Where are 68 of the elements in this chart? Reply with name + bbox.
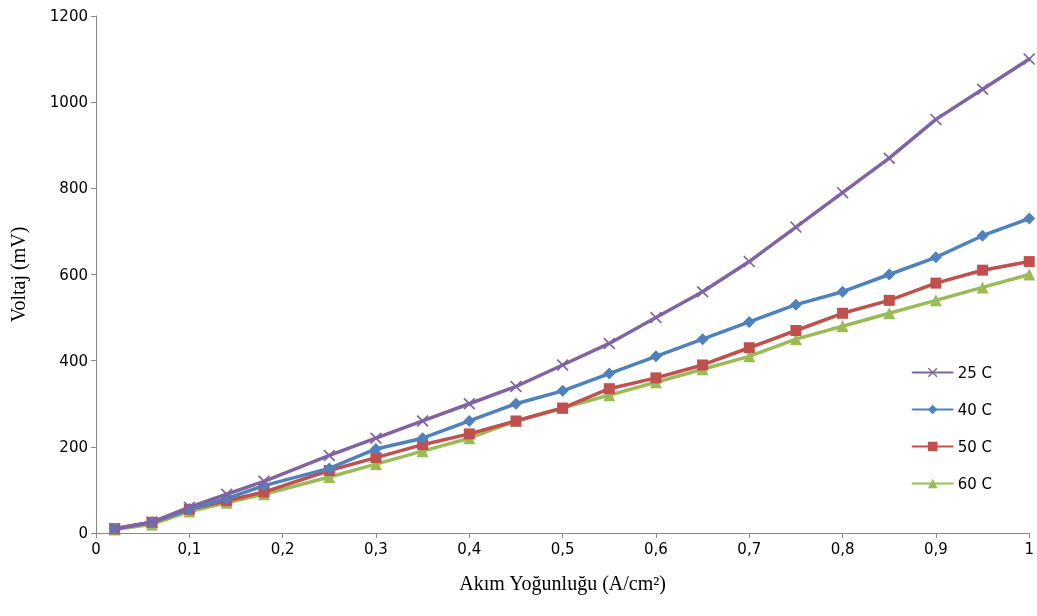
point (509, 397, 522, 410)
point (743, 342, 755, 354)
point (883, 307, 896, 320)
x-tick-label: 0,8 (830, 539, 855, 558)
point (883, 152, 896, 165)
point (929, 251, 942, 264)
point (603, 367, 616, 380)
point (836, 285, 849, 298)
point (836, 320, 849, 333)
legend-label: 25 C (957, 363, 993, 382)
x-tick-label: 0,2 (270, 539, 295, 558)
x-tick-label: 0,9 (923, 539, 948, 558)
legend-label: 40 C (957, 400, 993, 419)
y-tick-label: 200 (59, 437, 88, 456)
y-tick-label: 400 (59, 351, 88, 370)
point (1023, 212, 1036, 225)
x-axis-title: Akım Yoğunluğu (A/cm²) (459, 572, 666, 595)
point (370, 452, 382, 464)
point (696, 285, 709, 298)
point (1023, 53, 1036, 66)
point (650, 372, 662, 384)
y-axis-title: Voltaj (mV) (7, 226, 30, 323)
point (323, 449, 336, 462)
x-tick-label: 0,1 (177, 539, 202, 558)
x-tick-label: 0 (91, 539, 101, 558)
point (416, 432, 429, 445)
point (976, 281, 989, 294)
x-tick-label: 0,4 (457, 539, 482, 558)
point (789, 221, 802, 234)
point (603, 383, 615, 395)
point (976, 229, 989, 242)
point (743, 315, 756, 328)
point (789, 298, 802, 311)
point (930, 277, 942, 289)
legend-label: 60 C (957, 474, 993, 493)
x-tick-label: 0,3 (364, 539, 388, 558)
point (837, 307, 849, 319)
point (1023, 256, 1035, 268)
y-tick-label: 1200 (49, 7, 88, 25)
point (976, 83, 989, 96)
x-tick-label: 0,7 (737, 539, 762, 558)
x-tick-label: 0,6 (644, 539, 668, 558)
point (883, 268, 896, 281)
point (463, 428, 475, 440)
point (836, 186, 849, 199)
point (603, 337, 616, 350)
point (369, 432, 382, 445)
point (649, 350, 662, 363)
point (743, 255, 756, 268)
point (977, 264, 989, 276)
point (463, 414, 476, 427)
x-tick-label: 1 (1024, 539, 1034, 558)
point (697, 359, 709, 371)
point (220, 488, 233, 501)
y-tick-label: 1000 (49, 93, 88, 112)
point (463, 397, 476, 410)
y-tick-label: 800 (59, 179, 88, 198)
point (696, 333, 709, 346)
point (369, 442, 382, 455)
point (929, 294, 942, 307)
point (1023, 268, 1036, 281)
x-tick-label: 0,5 (550, 539, 575, 558)
point (556, 384, 569, 397)
point (883, 294, 895, 306)
y-tick-label: 600 (59, 265, 88, 284)
legend-label: 50 C (957, 437, 993, 456)
y-tick-label: 0 (78, 524, 88, 542)
point (790, 325, 802, 337)
